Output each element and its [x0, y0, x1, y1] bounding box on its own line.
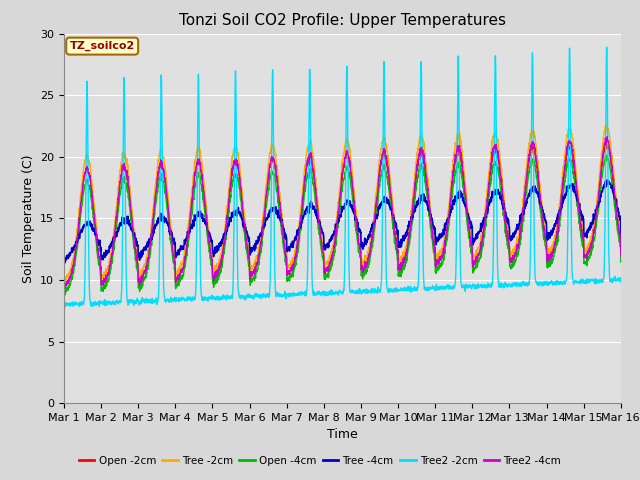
- Tree2 -2cm: [584, 277, 591, 283]
- Text: TZ_soilco2: TZ_soilco2: [70, 41, 135, 51]
- Open -4cm: [568, 160, 575, 166]
- Tree2 -4cm: [584, 252, 591, 258]
- Line: Tree -2cm: Tree -2cm: [64, 124, 621, 282]
- Y-axis label: Soil Temperature (C): Soil Temperature (C): [22, 154, 35, 283]
- Tree -4cm: [568, 181, 575, 187]
- Tree2 -2cm: [617, 275, 625, 281]
- Tree -2cm: [371, 206, 379, 212]
- Tree -4cm: [216, 243, 223, 249]
- Tree -4cm: [584, 230, 591, 236]
- Tree2 -4cm: [604, 134, 611, 140]
- Line: Open -2cm: Open -2cm: [64, 143, 621, 288]
- Open -2cm: [604, 140, 611, 145]
- Legend: Open -2cm, Tree -2cm, Open -4cm, Tree -4cm, Tree2 -2cm, Tree2 -4cm: Open -2cm, Tree -2cm, Open -4cm, Tree -4…: [75, 452, 565, 470]
- Open -4cm: [359, 276, 367, 282]
- Tree2 -4cm: [568, 143, 575, 148]
- Tree -4cm: [617, 233, 625, 239]
- Tree2 -4cm: [504, 234, 512, 240]
- Tree -2cm: [584, 246, 591, 252]
- Tree -2cm: [359, 264, 367, 269]
- Tree2 -4cm: [216, 265, 223, 271]
- Open -2cm: [216, 265, 223, 271]
- Open -2cm: [584, 252, 591, 258]
- Tree -2cm: [617, 247, 625, 252]
- Tree2 -4cm: [61, 286, 69, 291]
- Tree -2cm: [568, 131, 575, 136]
- Tree -4cm: [371, 219, 379, 225]
- Tree2 -2cm: [504, 283, 512, 288]
- Line: Tree -4cm: Tree -4cm: [64, 180, 621, 263]
- Tree -2cm: [216, 259, 223, 264]
- Line: Tree2 -2cm: Tree2 -2cm: [64, 47, 621, 307]
- Open -4cm: [617, 259, 625, 265]
- Open -4cm: [216, 272, 223, 278]
- Tree -4cm: [604, 177, 611, 183]
- Open -2cm: [617, 253, 625, 259]
- Open -2cm: [371, 216, 379, 222]
- Tree2 -2cm: [603, 44, 611, 50]
- Title: Tonzi Soil CO2 Profile: Upper Temperatures: Tonzi Soil CO2 Profile: Upper Temperatur…: [179, 13, 506, 28]
- X-axis label: Time: Time: [327, 429, 358, 442]
- Tree2 -2cm: [60, 301, 68, 307]
- Tree -4cm: [60, 256, 68, 262]
- Tree -4cm: [61, 260, 69, 265]
- Tree -4cm: [359, 246, 367, 252]
- Tree2 -2cm: [568, 258, 575, 264]
- Tree -2cm: [60, 276, 68, 281]
- Tree -2cm: [504, 227, 512, 232]
- Open -2cm: [359, 270, 367, 276]
- Open -4cm: [604, 152, 611, 158]
- Open -2cm: [568, 148, 575, 154]
- Tree -2cm: [61, 279, 69, 285]
- Line: Tree2 -4cm: Tree2 -4cm: [64, 137, 621, 288]
- Open -2cm: [61, 286, 69, 291]
- Open -4cm: [61, 292, 69, 298]
- Tree2 -2cm: [371, 286, 379, 291]
- Tree2 -2cm: [61, 304, 69, 310]
- Open -4cm: [371, 225, 379, 231]
- Open -2cm: [504, 235, 512, 240]
- Tree2 -2cm: [359, 287, 367, 293]
- Tree2 -4cm: [617, 253, 625, 259]
- Tree2 -2cm: [216, 295, 223, 301]
- Tree2 -4cm: [371, 215, 379, 220]
- Tree -2cm: [604, 121, 611, 127]
- Open -4cm: [60, 288, 68, 294]
- Line: Open -4cm: Open -4cm: [64, 155, 621, 295]
- Open -4cm: [504, 242, 512, 248]
- Open -2cm: [60, 282, 68, 288]
- Tree -4cm: [504, 216, 512, 222]
- Tree2 -4cm: [359, 270, 367, 276]
- Tree2 -4cm: [60, 282, 68, 288]
- Open -4cm: [584, 258, 591, 264]
